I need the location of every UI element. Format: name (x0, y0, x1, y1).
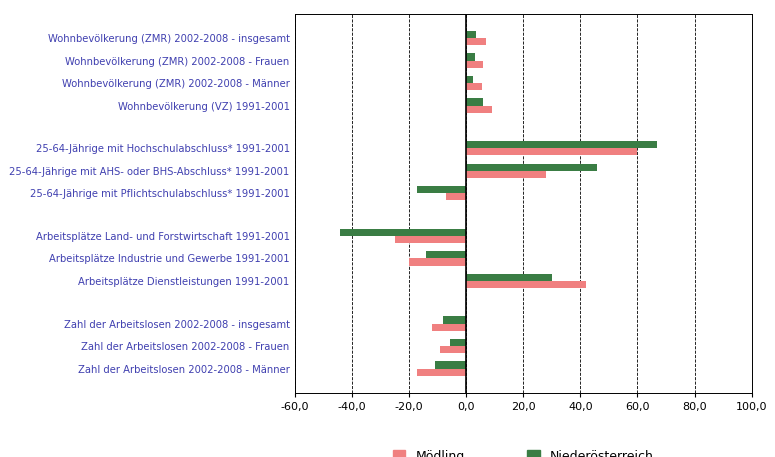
Bar (435, 361, 466, 369)
Bar (440, 346, 466, 353)
Bar (466, 148, 637, 155)
Bar (466, 141, 657, 148)
Bar (394, 236, 466, 243)
Bar (466, 281, 586, 288)
Legend: Mödling, Niederösterreich: Mödling, Niederösterreich (388, 445, 659, 457)
Bar (466, 106, 491, 113)
Bar (426, 251, 466, 259)
Bar (446, 193, 466, 201)
Bar (409, 259, 466, 266)
Bar (466, 171, 546, 178)
Bar (466, 98, 483, 106)
Bar (418, 186, 466, 193)
Bar (450, 339, 466, 346)
Bar (466, 61, 483, 68)
Bar (466, 164, 598, 171)
Bar (466, 38, 486, 45)
Bar (443, 316, 466, 324)
Bar (466, 76, 473, 83)
Bar (432, 324, 466, 331)
Bar (340, 229, 466, 236)
Bar (418, 369, 466, 376)
Bar (466, 274, 552, 281)
Bar (466, 31, 476, 38)
Bar (466, 53, 474, 61)
Bar (466, 83, 482, 90)
